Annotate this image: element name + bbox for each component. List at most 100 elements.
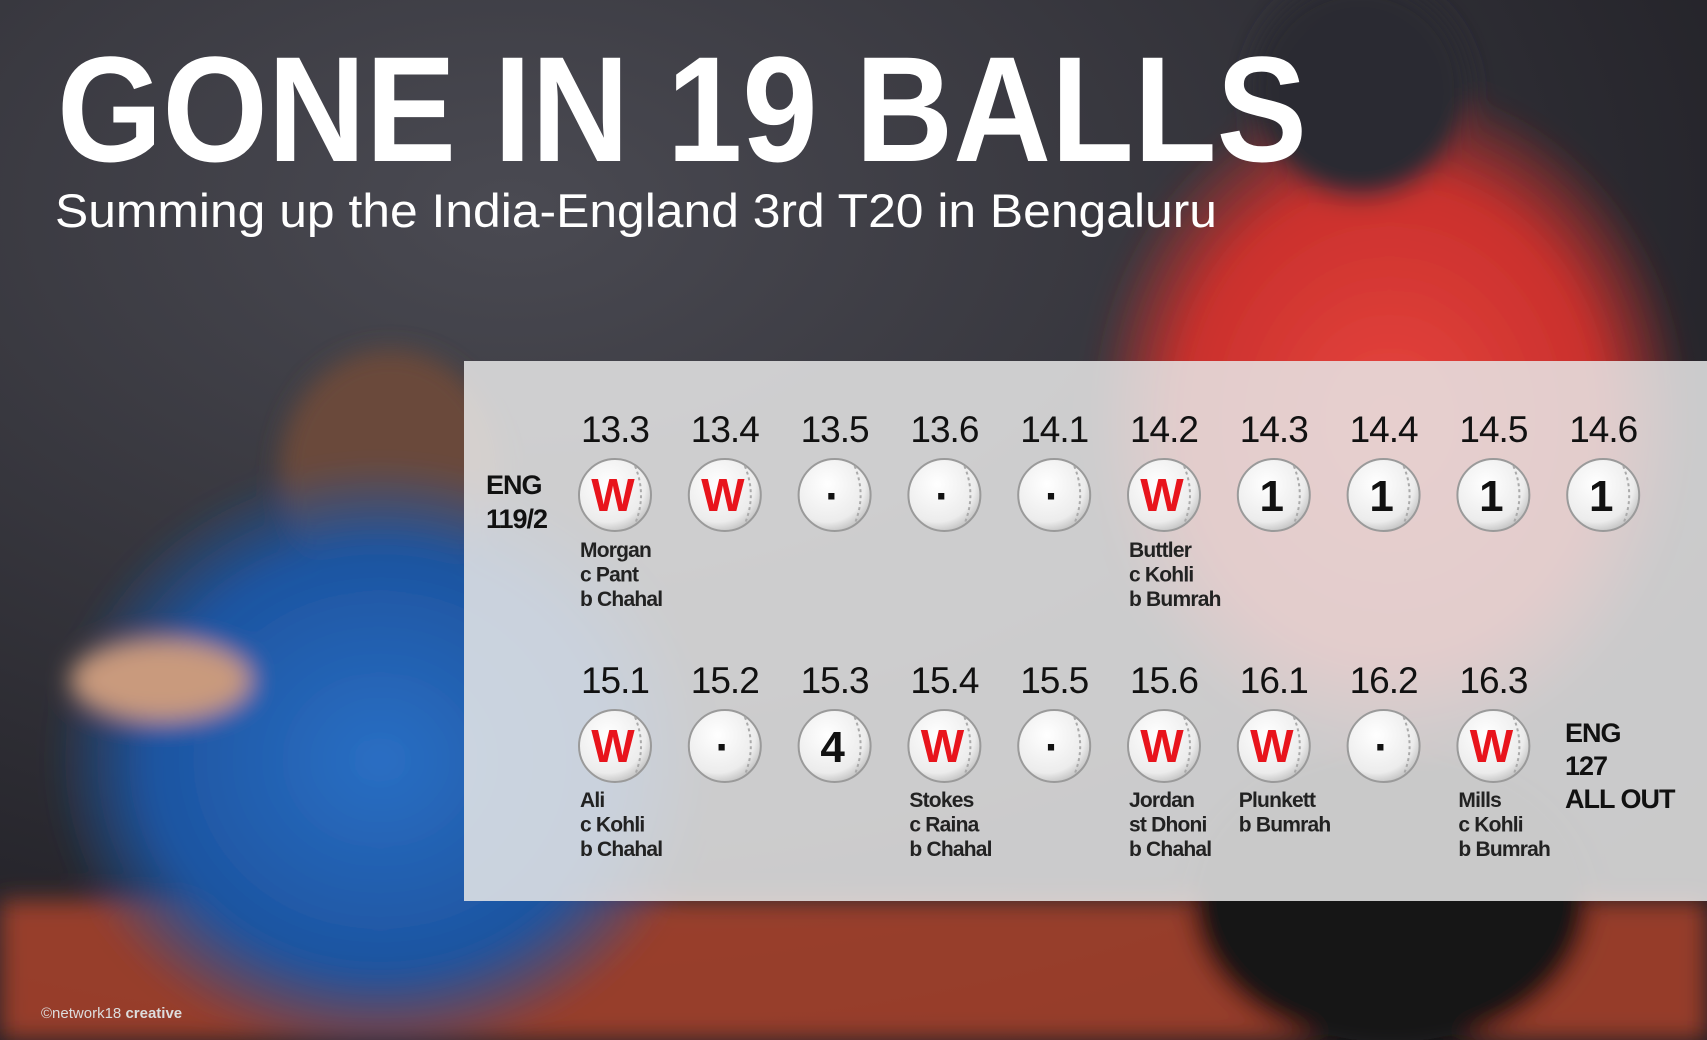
ball-circle — [797, 458, 872, 532]
ball-seam — [1402, 465, 1411, 525]
ball-seam — [1183, 716, 1191, 776]
ball-circle — [687, 458, 762, 532]
credit-label: creative — [125, 1005, 182, 1022]
ball-circle — [1236, 709, 1311, 783]
ball: W — [1127, 458, 1201, 532]
ball: 1 — [1346, 458, 1421, 532]
over-label: 13.4 — [691, 409, 759, 450]
ball-seam — [963, 716, 972, 776]
ball: · — [907, 458, 982, 532]
start-score: 119/2 — [486, 504, 547, 534]
ball-result: W — [591, 720, 635, 772]
ball-circle — [1456, 709, 1531, 783]
credit: ©network18 creative — [41, 1005, 182, 1022]
over-label: 15.2 — [691, 660, 759, 701]
subtitle: Summing up the India-England 3rd T20 in … — [55, 184, 1217, 237]
ball: 4 — [797, 709, 872, 783]
ball: 1 — [1456, 458, 1531, 532]
dismissal-line: b Bumrah — [1129, 588, 1221, 611]
ball-circle — [1127, 709, 1201, 783]
ball-seam — [743, 465, 752, 525]
ball-result: · — [1045, 472, 1060, 521]
ball-result: 1 — [1589, 472, 1613, 521]
dismissal-line: Mills — [1458, 789, 1501, 812]
end-status: ALL OUT — [1565, 784, 1676, 814]
dismissal-line: st Dhoni — [1129, 814, 1207, 837]
over-label: 16.2 — [1350, 660, 1418, 701]
dismissal-line: Jordan — [1129, 789, 1194, 812]
over-label: 15.5 — [1020, 660, 1088, 701]
ball-circle — [578, 709, 652, 783]
ball-seam — [1622, 465, 1631, 525]
ball-circle — [1017, 709, 1092, 783]
ball-circle — [1017, 458, 1092, 532]
dismissal-line: Stokes — [909, 789, 973, 812]
end-score: 127 — [1565, 751, 1607, 781]
ball-result: · — [715, 723, 730, 772]
ball-result: 1 — [1260, 472, 1284, 521]
ball-seam — [1073, 716, 1082, 776]
dismissal-line: b Chahal — [909, 838, 991, 861]
end-team: ENG — [1565, 718, 1621, 748]
ball-seam — [853, 716, 862, 776]
ball-circle — [797, 709, 872, 783]
ball-seam — [1292, 716, 1301, 776]
ball: · — [687, 709, 762, 783]
ball-circle — [1236, 458, 1311, 532]
over-label: 15.6 — [1130, 660, 1198, 701]
ball: W — [907, 709, 982, 783]
ball-result: W — [1470, 720, 1514, 772]
title: GONE IN 19 BALLS — [57, 25, 1307, 193]
over-label: 15.1 — [581, 660, 649, 701]
score-panel — [464, 361, 1707, 901]
dismissal-line: c Raina — [909, 814, 979, 837]
ball: 1 — [1236, 458, 1311, 532]
ball-result: W — [1140, 720, 1184, 772]
ball: W — [687, 458, 762, 532]
start-team: ENG — [486, 470, 542, 500]
ball: · — [1017, 709, 1092, 783]
dismissal-line: b Chahal — [580, 838, 662, 861]
credit-brand: ©network18 — [41, 1005, 121, 1022]
over-label: 14.6 — [1569, 409, 1637, 450]
dismissal-line: b Bumrah — [1239, 814, 1331, 837]
dismissal-line: c Kohli — [1458, 814, 1522, 837]
ball-result: 1 — [1369, 472, 1393, 521]
ball-circle — [1566, 458, 1641, 532]
dismissal-line: c Pant — [580, 564, 639, 587]
ball-seam — [853, 465, 862, 525]
ball-result: 1 — [1479, 472, 1503, 521]
dismissal-line: b Chahal — [580, 588, 662, 611]
over-label: 15.4 — [910, 660, 978, 701]
over-label: 14.1 — [1020, 409, 1088, 450]
ball-seam — [743, 716, 752, 776]
ball: · — [1017, 458, 1092, 532]
ball: · — [797, 458, 872, 532]
ball-circle — [1346, 709, 1421, 783]
dismissal-line: c Kohli — [1129, 564, 1193, 587]
ball-result: · — [825, 472, 840, 521]
dismissal-line: Plunkett — [1239, 789, 1316, 812]
ball-seam — [1292, 465, 1301, 525]
ball-circle — [687, 709, 762, 783]
ball-seam — [1183, 465, 1191, 525]
ball-result: W — [1140, 469, 1184, 521]
ball-result: 4 — [820, 723, 845, 772]
over-label: 14.5 — [1459, 409, 1527, 450]
dismissal-line: c Kohli — [580, 814, 644, 837]
ball-result: · — [1374, 723, 1389, 772]
ball-circle — [578, 458, 652, 532]
over-label: 15.3 — [801, 660, 869, 701]
ball: W — [1127, 709, 1201, 783]
dismissal-line: Ali — [580, 789, 604, 812]
ball-result: · — [935, 472, 950, 521]
ball-seam — [1512, 465, 1521, 525]
over-label: 14.4 — [1350, 409, 1418, 450]
dismissal-line: Buttler — [1129, 539, 1192, 562]
dismissal-line: b Bumrah — [1458, 838, 1550, 861]
ball: W — [1456, 709, 1531, 783]
ball-seam — [963, 465, 972, 525]
over-label: 13.5 — [801, 409, 869, 450]
ball-circle — [1127, 458, 1201, 532]
